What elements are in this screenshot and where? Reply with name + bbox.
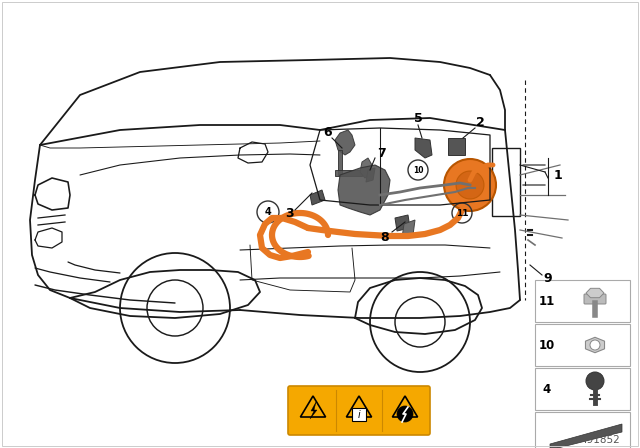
- Text: 6: 6: [324, 125, 332, 138]
- Circle shape: [397, 406, 413, 422]
- Bar: [535, 368, 630, 410]
- Polygon shape: [586, 337, 605, 353]
- Text: i: i: [358, 410, 360, 420]
- Polygon shape: [310, 402, 317, 419]
- Text: 491852: 491852: [580, 435, 620, 445]
- Circle shape: [590, 340, 600, 350]
- Polygon shape: [448, 138, 465, 155]
- Bar: [535, 324, 630, 366]
- Text: 4: 4: [543, 383, 551, 396]
- Polygon shape: [402, 220, 415, 238]
- Polygon shape: [335, 170, 362, 176]
- Text: 9: 9: [544, 271, 552, 284]
- Text: 10: 10: [413, 165, 423, 175]
- Circle shape: [586, 372, 604, 390]
- Text: 5: 5: [413, 112, 422, 125]
- Text: 3: 3: [285, 207, 293, 220]
- FancyBboxPatch shape: [584, 294, 606, 304]
- Text: 1: 1: [554, 168, 563, 181]
- Text: 4: 4: [264, 207, 271, 217]
- Circle shape: [456, 171, 484, 199]
- Polygon shape: [338, 150, 342, 175]
- Bar: [535, 280, 630, 322]
- Polygon shape: [310, 190, 325, 205]
- Text: 11: 11: [456, 208, 468, 217]
- Polygon shape: [395, 215, 410, 231]
- Polygon shape: [366, 168, 375, 182]
- Polygon shape: [415, 138, 432, 158]
- Bar: [352, 408, 366, 421]
- Polygon shape: [335, 130, 355, 155]
- Circle shape: [444, 159, 496, 211]
- Text: 7: 7: [378, 146, 387, 159]
- Text: 2: 2: [476, 116, 484, 129]
- Text: 10: 10: [539, 339, 555, 352]
- Polygon shape: [338, 165, 390, 215]
- Text: 8: 8: [381, 231, 389, 244]
- Text: 11: 11: [539, 294, 555, 307]
- Polygon shape: [360, 158, 372, 178]
- Polygon shape: [586, 289, 604, 297]
- Bar: [535, 412, 630, 448]
- FancyBboxPatch shape: [288, 386, 430, 435]
- Polygon shape: [550, 424, 622, 448]
